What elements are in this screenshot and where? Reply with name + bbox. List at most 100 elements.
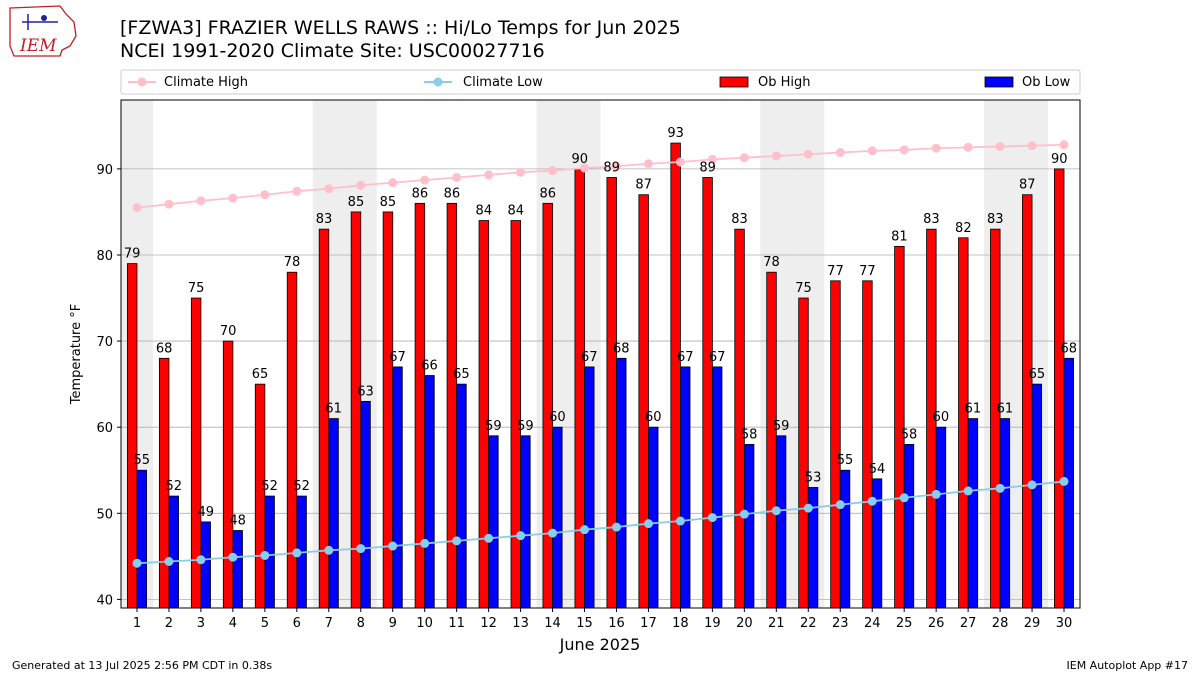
ob-low-label: 65 <box>1029 367 1046 382</box>
climate-high-point <box>452 172 462 182</box>
x-tick-label: 1 <box>133 616 141 631</box>
x-tick-label: 5 <box>261 616 269 631</box>
x-tick-label: 10 <box>416 616 433 631</box>
chart-title-line2: NCEI 1991-2020 Climate Site: USC00027716 <box>120 40 545 62</box>
ob-high-label: 82 <box>955 221 972 236</box>
ob-low-bar <box>328 418 339 609</box>
ob-high-bar <box>702 177 713 609</box>
climate-low-point <box>899 493 909 503</box>
ob-high-label: 68 <box>156 341 173 356</box>
climate-low-line <box>136 480 1065 565</box>
y-tick-label: 80 <box>96 249 113 264</box>
ob-low-bar <box>456 383 467 609</box>
x-tick-label: 23 <box>832 616 849 631</box>
climate-low-point <box>707 513 717 523</box>
ob-high-bar <box>510 220 521 609</box>
x-tick-label: 12 <box>480 616 497 631</box>
ob-low-bar <box>168 495 179 609</box>
ob-high-label: 75 <box>795 281 812 296</box>
ob-high-label: 84 <box>508 204 525 219</box>
climate-high-point <box>388 178 398 188</box>
ob-high-label: 86 <box>444 186 461 201</box>
y-axis-label: Temperature °F <box>69 304 84 405</box>
ob-low-label: 61 <box>325 402 342 417</box>
x-tick-label: 26 <box>928 616 945 631</box>
ob-low-bar <box>520 435 531 609</box>
ob-low-label: 48 <box>229 514 246 529</box>
x-axis: 1 2 3 4 5 6 7 8 9 10 11 12 13 14 15 16 17 18 19 20 21 22 23 24 2… <box>133 608 1072 631</box>
climate-low-point <box>931 489 941 499</box>
climate-low-point <box>548 528 558 538</box>
climate-low-point <box>420 538 430 548</box>
ob-high-label: 87 <box>1019 178 1036 193</box>
y-axis: 40 50 60 70 80 90 <box>96 163 121 608</box>
climate-low-point <box>1059 476 1069 486</box>
ob-low-bar <box>903 444 915 609</box>
ob-high-label: 77 <box>827 264 844 279</box>
chart-title-line1: [FZWA3] FRAZIER WELLS RAWS :: Hi/Lo Temp… <box>120 17 681 39</box>
ob-high-bar <box>126 263 138 609</box>
climate-low-point <box>835 500 845 510</box>
ob-high-label: 90 <box>571 152 588 167</box>
ob-low-bar <box>552 426 563 609</box>
ob-low-label: 67 <box>389 350 406 365</box>
climate-high-point <box>803 149 813 159</box>
ob-low-bar <box>648 426 659 609</box>
ob-high-label: 83 <box>923 212 940 227</box>
ob-high-label: 81 <box>891 229 908 244</box>
ob-low-label: 61 <box>965 402 982 417</box>
climate-high-point <box>132 203 142 213</box>
ob-high-bar <box>254 383 266 609</box>
ob-low-label: 67 <box>677 350 694 365</box>
ob-low-bar <box>488 435 499 609</box>
x-tick-label: 13 <box>512 616 529 631</box>
ob-low-label: 52 <box>165 479 182 494</box>
gridlines <box>121 168 1080 600</box>
climate-lines <box>132 140 1069 568</box>
climate-high-point <box>1027 141 1037 151</box>
ob-low-label: 65 <box>453 367 470 382</box>
climate-high-point <box>643 159 653 169</box>
climate-high-point <box>931 143 941 153</box>
x-tick-label: 17 <box>640 616 657 631</box>
x-tick-label: 18 <box>672 616 689 631</box>
ob-low-bar <box>680 366 691 609</box>
climate-high-point <box>516 167 526 177</box>
ob-high-label: 65 <box>252 367 269 382</box>
x-tick-label: 30 <box>1056 616 1073 631</box>
ob-low-label: 59 <box>517 419 534 434</box>
ob-high-label: 75 <box>188 281 205 296</box>
ob-high-label: 89 <box>603 160 620 175</box>
ob-low-label: 66 <box>421 359 438 374</box>
ob-high-label: 78 <box>763 255 780 270</box>
ob-low-label: 59 <box>485 419 502 434</box>
x-tick-label: 7 <box>325 616 333 631</box>
ob-high-bar <box>1054 168 1065 609</box>
climate-high-point <box>548 166 558 176</box>
ob-high-label: 90 <box>1051 152 1068 167</box>
y-tick-label: 40 <box>96 593 113 608</box>
climate-low-point <box>196 555 206 565</box>
climate-high-point <box>675 157 685 167</box>
climate-low-point <box>516 531 526 541</box>
ob-low-bar <box>775 435 787 609</box>
climate-low-point <box>803 503 813 513</box>
ob-low-label: 68 <box>613 341 630 356</box>
x-tick-label: 28 <box>992 616 1009 631</box>
ob-low-label: 60 <box>933 410 950 425</box>
ob-low-bar <box>839 469 851 609</box>
ob-high-label: 85 <box>380 195 397 210</box>
y-tick-label: 90 <box>96 163 113 178</box>
legend-label-ob-low: Ob Low <box>1022 75 1071 90</box>
climate-high-point <box>611 161 621 171</box>
climate-low-point <box>484 533 494 543</box>
ob-high-label: 85 <box>348 195 365 210</box>
ob-high-bar <box>542 202 553 609</box>
footer-generated: Generated at 13 Jul 2025 2:56 PM CDT in … <box>12 659 272 672</box>
climate-high-point <box>164 199 174 209</box>
ob-low-label: 53 <box>805 470 822 485</box>
legend-label-climate-low: Climate Low <box>463 75 543 90</box>
footer-app: IEM Autoplot App #17 <box>1067 659 1189 672</box>
x-tick-label: 24 <box>864 616 881 631</box>
ob-high-bar <box>286 271 298 609</box>
